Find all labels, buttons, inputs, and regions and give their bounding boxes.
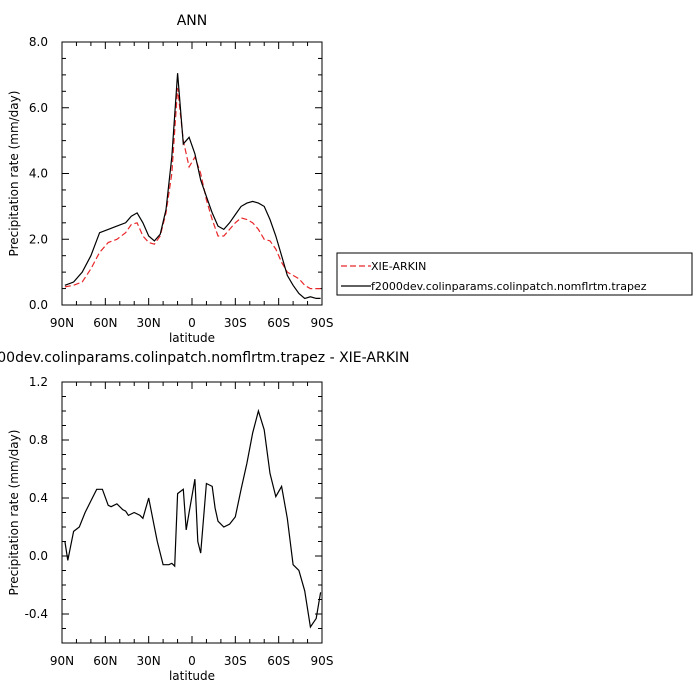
y-tick-label: 0.0 [29,549,48,563]
x-axis-label: latitude [169,331,215,345]
series-line-1 [64,87,321,290]
chart-title: ANN [177,13,208,29]
x-tick-label: 90N [50,316,74,330]
x-tick-label: 60N [93,654,117,668]
chart-title: f2000dev.colinparams.colinpatch.nomflrtm… [0,350,409,366]
y-axis-label: Precipitation rate (mm/day) [7,430,21,596]
plot-frame [61,381,323,644]
chart-panel-2: f2000dev.colinparams.colinpatch.nomflrtm… [0,350,409,683]
x-tick-label: 30S [224,316,247,330]
y-tick-label: 0.8 [29,433,48,447]
series-line-1 [64,408,322,629]
x-tick-label: 60S [267,316,290,330]
x-tick-label: 60S [267,654,290,668]
y-tick-label: 2.0 [29,232,48,246]
x-tick-label: 0 [188,316,196,330]
x-tick-label: 0 [188,654,196,668]
y-tick-label: 4.0 [29,167,48,181]
x-tick-label: 90S [311,316,334,330]
x-tick-label: 30N [137,316,161,330]
y-tick-label: 8.0 [29,35,48,49]
legend-box [336,252,693,296]
y-axis-label: Precipitation rate (mm/day) [7,91,21,257]
legend-entry: f2000dev.colinparams.colinpatch.nomflrtm… [371,280,647,293]
x-tick-label: 30S [224,654,247,668]
x-tick-label: 60N [93,316,117,330]
chart-panel-1: ANN 90N 60N 30N 0 30S 60S 90S latitude 0.0 2.0 4.0 6… [7,13,693,345]
x-tick-label: 90N [50,654,74,668]
legend-entry: XIE-ARKIN [371,260,426,273]
x-tick-label: 30N [137,654,161,668]
y-tick-label: 6.0 [29,101,48,115]
y-tick-label: 0.4 [29,491,48,505]
series-line-2 [64,73,321,300]
y-tick-label: 1.2 [29,375,48,389]
x-tick-label: 90S [311,654,334,668]
y-tick-label: 0.0 [29,298,48,312]
x-axis-label: latitude [169,669,215,683]
y-tick-label: -0.4 [25,607,48,621]
